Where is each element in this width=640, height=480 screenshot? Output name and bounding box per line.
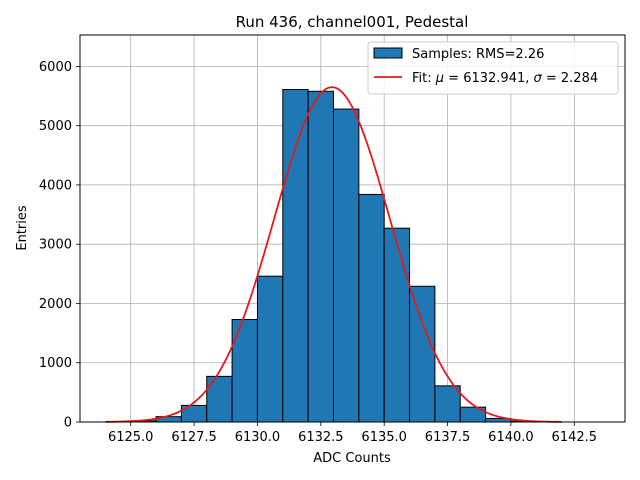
y-tick-label: 1000 [39,356,72,371]
legend-fit-mu-value: = 6132.941, [444,71,533,86]
histogram-bar [409,285,436,423]
gaussian-fit-line [105,86,562,423]
x-tick-label: 6127.5 [171,430,217,445]
x-tick-label: 6137.5 [425,430,471,445]
histogram-bar [434,385,461,423]
x-axis-ticks: 6125.0 6127.5 6130.0 6132.5 6135.0 6137.5 6140… [108,422,597,445]
y-tick-label: 3000 [39,238,72,253]
legend-fit-sigma-value: = 2.284 [542,71,598,86]
histogram-bar [231,318,258,423]
y-tick-label: 5000 [39,119,72,134]
histogram-bar [358,193,385,423]
x-tick-label: 6130.0 [235,430,281,445]
histogram-bar [282,89,309,423]
x-axis-label: ADC Counts [313,451,391,466]
y-axis-ticks: 0 1000 2000 3000 4000 5000 6000 [39,60,80,431]
histogram-bar [206,375,233,423]
histogram-bar [307,90,334,423]
legend-samples-swatch [373,47,403,59]
chart-title: Run 436, channel001, Pedestal [236,13,469,31]
legend-fit-prefix: Fit: [412,71,436,86]
fit-curve-layer [105,86,562,423]
histogram-bars [130,89,537,423]
histogram-bar [383,227,411,423]
legend-fit-mu-symbol: μ [435,71,444,86]
plot-frame [79,34,626,423]
y-tick-label: 6000 [39,60,72,75]
y-tick-label: 4000 [39,178,72,193]
histogram-bar [332,108,360,423]
x-tick-label: 6135.0 [361,430,407,445]
legend-box [367,41,619,95]
x-tick-label: 6125.0 [108,430,154,445]
y-tick-label: 2000 [39,297,72,312]
x-tick-label: 6142.5 [552,430,598,445]
legend: Samples: RMS=2.26 Fit: μ = 6132.941, σ =… [367,41,619,95]
y-tick-label: 0 [64,416,72,431]
x-tick-label: 6140.0 [488,430,534,445]
legend-fit-label: Fit: μ = 6132.941, σ = 2.284 [412,71,598,86]
legend-samples-label: Samples: RMS=2.26 [412,47,544,62]
x-tick-label: 6132.5 [298,430,344,445]
histogram-bar [256,275,284,423]
y-axis-label: Entries [15,205,30,251]
legend-fit-sigma-symbol: σ [534,71,543,86]
